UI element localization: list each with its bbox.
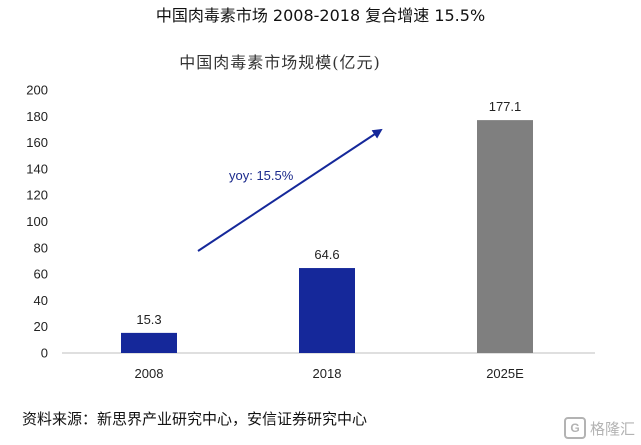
data-label: 177.1 [489, 99, 522, 114]
watermark-logo-icon: G [563, 417, 586, 439]
source-note: 资料来源：新思界产业研究中心，安信证券研究中心 [22, 410, 368, 428]
y-tick-label: 180 [26, 109, 48, 124]
growth-annotation: yoy: 15.5% [197, 128, 383, 252]
bar-2025e [477, 120, 533, 354]
data-label: 15.3 [136, 312, 161, 327]
y-tick-label: 40 [34, 293, 48, 308]
growth-arrow [197, 128, 383, 252]
chart-title: 中国肉毒素市场规模(亿元) [179, 53, 381, 72]
growth-annotation-label: yoy: 15.5% [229, 168, 294, 183]
y-tick-label: 80 [34, 240, 48, 255]
y-tick-label: 120 [26, 188, 48, 203]
x-tick-label: 2025E [486, 366, 524, 381]
y-tick-label: 100 [26, 214, 48, 229]
y-axis-ticks: 0 20 40 60 80 100 120 140 160 180 200 [26, 83, 48, 361]
bar-2018 [299, 268, 355, 353]
x-tick-label: 2018 [313, 366, 342, 381]
x-axis-ticks: 2008 2018 2025E [135, 366, 525, 381]
y-tick-label: 60 [34, 267, 48, 282]
watermark: G 格隆汇 [563, 417, 635, 439]
y-tick-label: 20 [34, 319, 48, 334]
watermark-text: 格隆汇 [589, 419, 635, 438]
page-header: 中国肉毒素市场 2008-2018 复合增速 15.5% [155, 6, 486, 25]
y-tick-label: 0 [41, 346, 48, 361]
data-label: 64.6 [314, 247, 339, 262]
y-tick-label: 200 [26, 83, 48, 98]
x-tick-label: 2008 [135, 366, 164, 381]
y-tick-label: 140 [26, 161, 48, 176]
bar-2008 [121, 332, 177, 353]
y-tick-label: 160 [26, 135, 48, 150]
bars: 15.3 64.6 177.1 [121, 99, 533, 354]
